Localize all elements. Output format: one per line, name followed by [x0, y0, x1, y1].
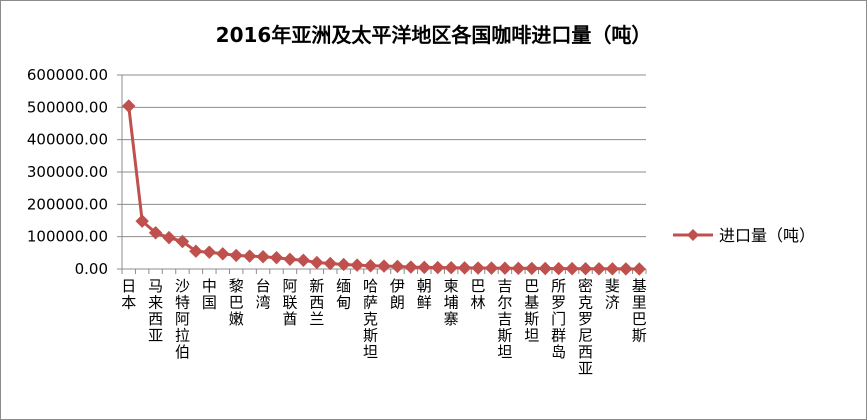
x-category-label: 哈萨克斯坦: [363, 277, 378, 361]
data-point-marker: [296, 253, 311, 267]
x-category-label: 缅甸: [336, 277, 351, 312]
y-tick-label: 0.00: [75, 260, 108, 278]
data-point-marker: [256, 250, 270, 264]
data-point-marker: [484, 261, 499, 275]
x-category-label: 基里巴斯: [632, 277, 647, 345]
data-point-marker: [189, 244, 203, 258]
data-point-marker: [538, 261, 552, 276]
data-point-marker: [498, 261, 512, 275]
y-tick-label: 200000.00: [27, 195, 108, 213]
data-point-marker: [269, 250, 284, 265]
x-category-label: 巴林: [471, 277, 486, 312]
legend-marker: [687, 229, 699, 241]
data-point-marker: [619, 262, 633, 276]
y-tick-label: 100000.00: [27, 228, 108, 246]
x-category-label: 黎巴嫩: [229, 277, 244, 328]
y-tick-label: 400000.00: [27, 131, 108, 149]
data-point-marker: [471, 261, 485, 275]
x-category-label: 马来西亚: [148, 277, 163, 345]
data-point-marker: [122, 99, 136, 113]
data-point-marker: [242, 249, 257, 263]
data-point-marker: [229, 248, 243, 263]
data-point-marker: [592, 262, 606, 276]
gridlines: [122, 74, 646, 238]
x-category-label: 所罗门群岛: [551, 277, 566, 361]
data-point-marker: [632, 262, 646, 276]
data-point-marker: [310, 255, 324, 270]
data-point-marker: [377, 259, 391, 273]
y-tick-label: 500000.00: [27, 98, 108, 116]
data-point-marker: [457, 261, 472, 275]
data-point-marker: [216, 247, 230, 261]
axes: [117, 74, 647, 274]
data-point-marker: [202, 245, 217, 259]
data-point-marker: [511, 261, 526, 276]
data-point-marker: [336, 257, 351, 272]
chart-title: 2016年亚洲及太平洋地区各国咖啡进口量（吨）: [215, 23, 652, 47]
x-category-label: 朝鲜: [417, 277, 432, 312]
x-category-label: 沙特阿拉伯: [175, 277, 190, 361]
x-category-label: 阿联酋: [282, 277, 297, 328]
y-tick-label: 600000.00: [27, 66, 108, 84]
x-category-label: 新西兰: [309, 277, 324, 328]
data-point-marker: [431, 260, 445, 275]
data-point-marker: [323, 256, 337, 271]
legend-label: 进口量（吨）: [719, 226, 815, 245]
data-point-marker: [417, 260, 432, 275]
x-category-label: 密克罗尼西亚: [578, 277, 593, 378]
data-point-marker: [525, 261, 539, 276]
data-point-marker: [283, 252, 297, 267]
y-axis-ticks: 0.00 100000.00 200000.00 300000.00 400000.00…: [27, 66, 108, 278]
x-category-label: 吉尔吉斯坦: [497, 277, 512, 361]
x-category-label: 巴基斯坦: [524, 277, 539, 345]
x-category-label: 斐济: [605, 277, 620, 312]
data-point-marker: [135, 214, 149, 228]
data-point-marker: [363, 259, 378, 273]
data-point-marker: [404, 260, 418, 274]
x-category-label: 中国: [202, 277, 217, 312]
x-category-label: 柬埔寨: [444, 277, 459, 328]
y-tick-label: 300000.00: [27, 163, 108, 181]
x-category-label: 日本: [121, 277, 136, 312]
legend: 进口量（吨）: [673, 226, 815, 245]
data-point-marker: [162, 230, 176, 245]
data-point-marker: [350, 258, 364, 272]
series-group: [122, 99, 646, 276]
x-category-label: 伊朗: [390, 277, 405, 312]
data-point-marker: [578, 262, 593, 276]
data-point-marker: [444, 260, 458, 275]
series-line: [127, 105, 640, 271]
x-category-label: 台湾: [256, 277, 271, 312]
data-point-marker: [175, 234, 190, 249]
data-point-marker: [148, 226, 163, 240]
data-point-marker: [605, 262, 620, 276]
x-axis-categories: 日本马来西亚沙特阿拉伯中国黎巴嫩台湾阿联酋新西兰缅甸哈萨克斯坦伊朗朝鲜柬埔寨巴林…: [121, 277, 647, 378]
data-point-marker: [390, 259, 405, 274]
data-point-marker: [565, 261, 579, 276]
data-point-marker: [551, 261, 566, 276]
